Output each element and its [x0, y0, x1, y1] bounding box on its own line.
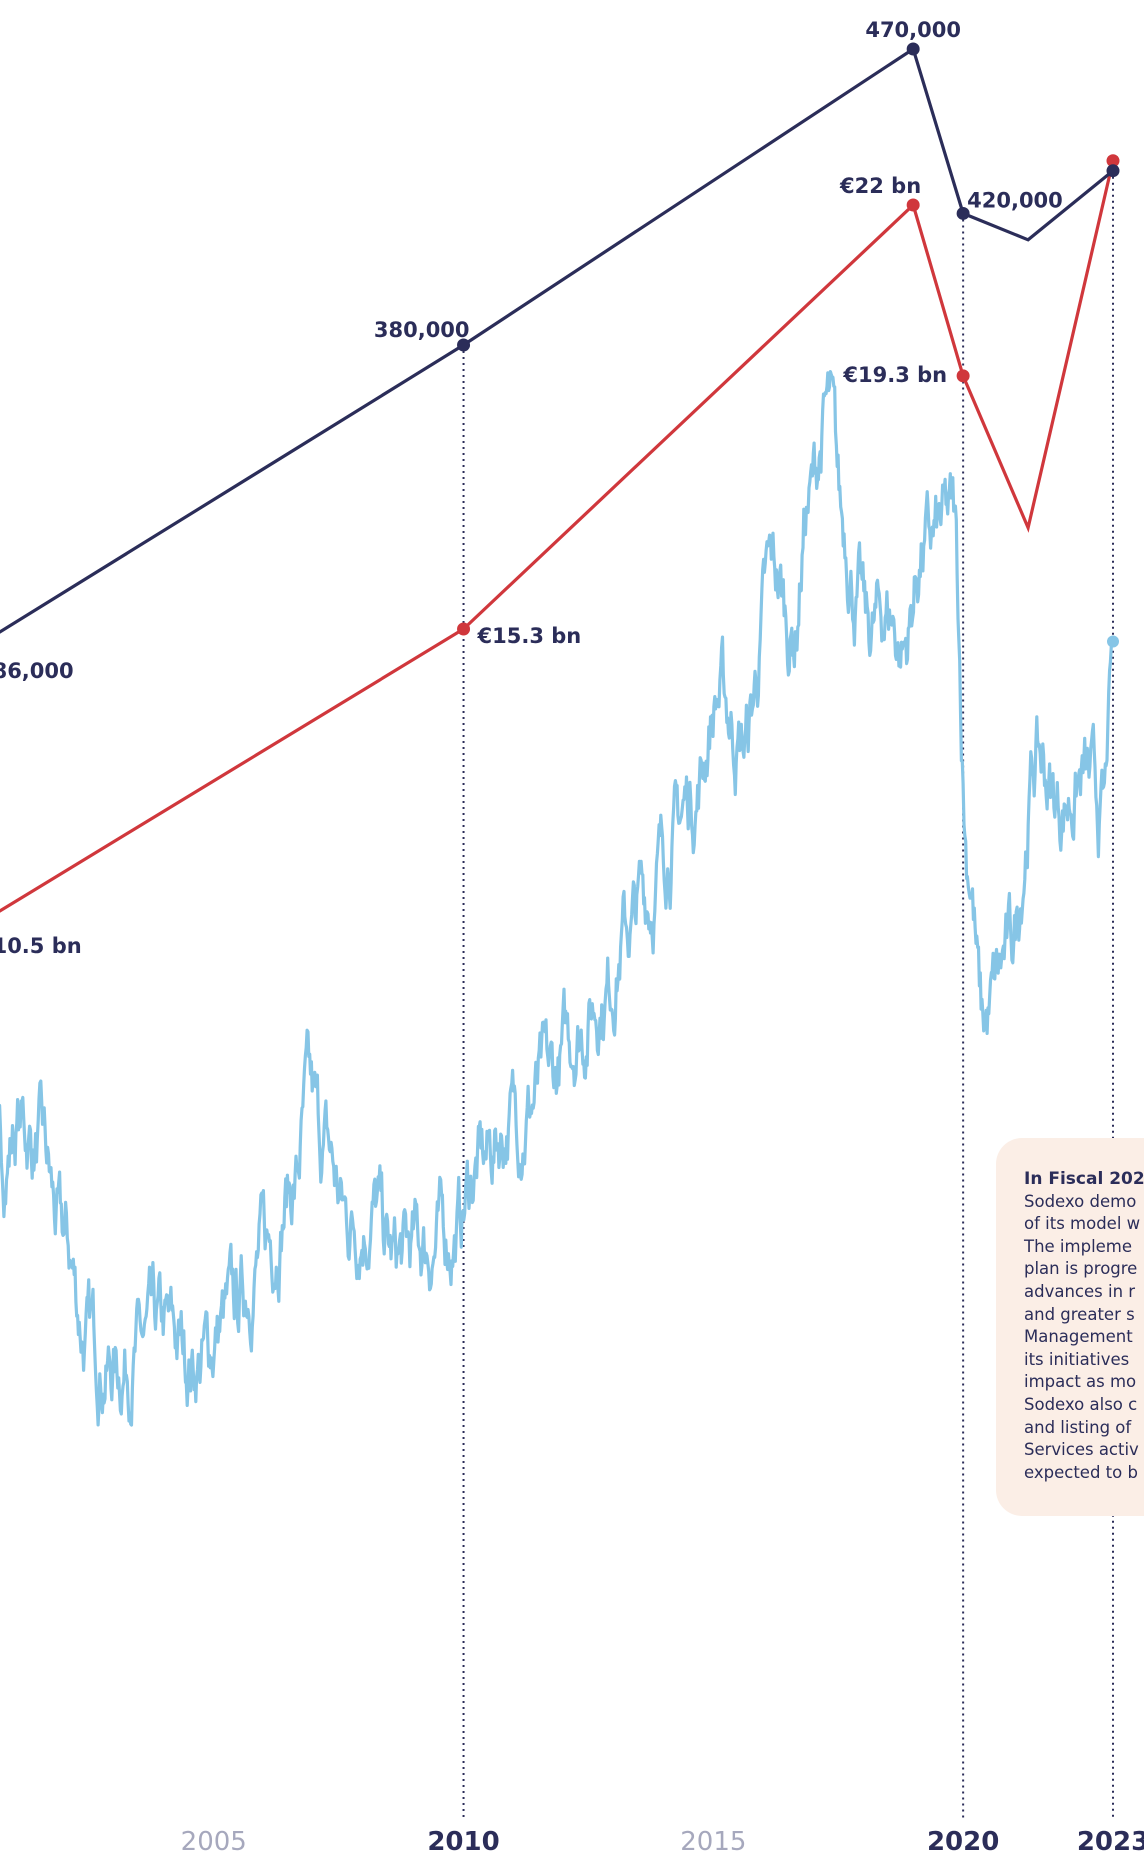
employees-point-2023	[1106, 164, 1120, 178]
share-price-line	[0, 370, 1114, 1427]
note-body: Sodexo demo of its model w The impleme plan…	[1024, 1191, 1144, 1485]
note-line: its initiatives	[1024, 1349, 1130, 1369]
x-tick-label-2020: 2020	[927, 1827, 999, 1854]
x-tick-label-2010: 2010	[427, 1827, 499, 1854]
employees-series	[0, 42, 1120, 634]
employees-point-2010	[457, 338, 471, 352]
employees-point-2020	[956, 206, 970, 220]
revenue-label-2019: €22 bn	[839, 174, 921, 198]
note-line: expected to b	[1024, 1462, 1138, 1482]
employees-label-2020: 420,000	[967, 188, 1063, 212]
note-line: Sodexo also c	[1024, 1394, 1138, 1414]
note-line: The impleme	[1024, 1236, 1133, 1256]
revenue-point-2019	[906, 198, 920, 212]
revenue-series	[0, 154, 1120, 913]
note-line: impact as mo	[1024, 1372, 1137, 1392]
employees-point-2019	[906, 42, 920, 56]
x-axis-ticks: 200020052010201520202023	[0, 1827, 1144, 1854]
revenue-label-2010: €15.3 bn	[477, 624, 582, 648]
employees-label-2019: 470,000	[865, 18, 961, 42]
note-line: advances in r	[1024, 1281, 1136, 1301]
revenue-point-2023	[1106, 154, 1120, 168]
revenue-point-2020	[956, 369, 970, 383]
employees-label-2010: 380,000	[374, 318, 470, 342]
note-line: Management	[1024, 1327, 1133, 1347]
revenue-label-2000: €10.5 bn	[0, 934, 82, 958]
employees-line	[0, 46, 1115, 634]
revenue-point-2010	[457, 622, 471, 636]
share-price-series	[0, 370, 1119, 1427]
reference-guides	[462, 170, 1114, 1818]
note-line: of its model w	[1024, 1214, 1141, 1234]
revenue-label-2020: €19.3 bn	[842, 363, 947, 387]
share-price-endpoint	[1107, 635, 1119, 648]
employees-label-2000: 286,000	[0, 659, 74, 683]
note-line: plan is progre	[1024, 1259, 1138, 1279]
x-tick-label-2015: 2015	[680, 1827, 746, 1854]
data-labels: 286,000 380,000 470,000 420,000 €10.5 bn €15.…	[0, 18, 1063, 958]
note-line: and listing of	[1024, 1417, 1132, 1437]
note-line: and greater s	[1024, 1304, 1135, 1324]
note-line: Sodexo demo	[1024, 1191, 1137, 1211]
note-line: Services activ	[1024, 1440, 1139, 1460]
x-tick-label-2023: 2023	[1077, 1827, 1144, 1854]
x-tick-label-2005: 2005	[181, 1827, 247, 1854]
note-title: In Fiscal 202	[1024, 1169, 1144, 1189]
